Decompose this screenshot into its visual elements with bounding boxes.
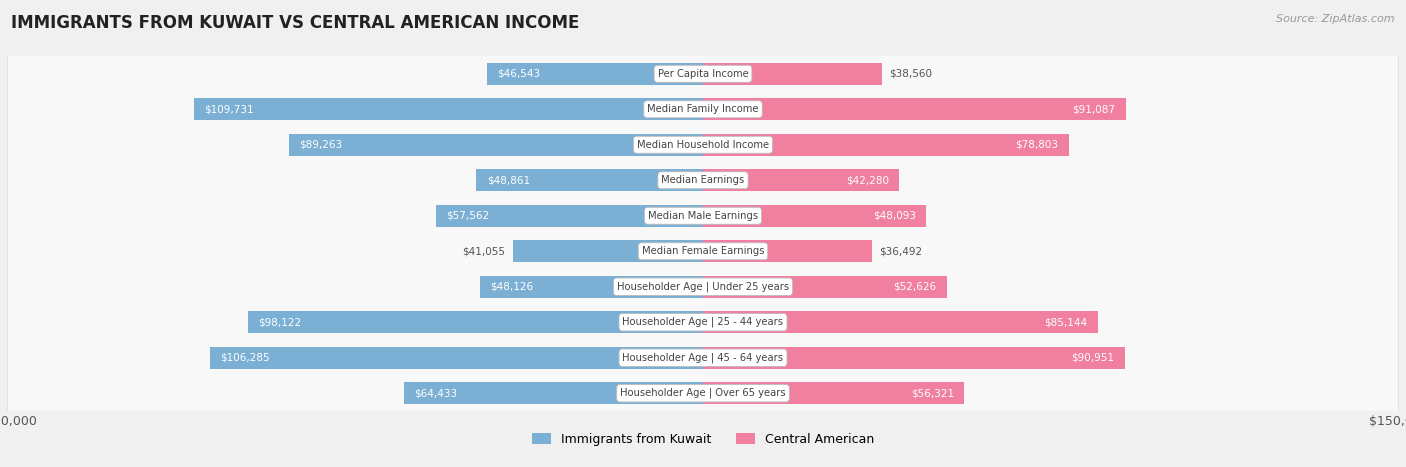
Text: Source: ZipAtlas.com: Source: ZipAtlas.com	[1277, 14, 1395, 24]
Bar	[703, 347, 1125, 369]
Bar	[703, 98, 1126, 120]
Text: $91,087: $91,087	[1073, 104, 1115, 114]
Text: $48,093: $48,093	[873, 211, 915, 221]
Text: $36,492: $36,492	[879, 246, 922, 256]
Bar	[209, 347, 703, 369]
Text: $38,560: $38,560	[889, 69, 932, 79]
FancyBboxPatch shape	[7, 0, 1399, 467]
Text: Median Family Income: Median Family Income	[647, 104, 759, 114]
Bar	[404, 382, 703, 404]
Bar	[703, 382, 965, 404]
Legend: Immigrants from Kuwait, Central American: Immigrants from Kuwait, Central American	[527, 428, 879, 451]
Text: Median Female Earnings: Median Female Earnings	[641, 246, 765, 256]
Bar	[486, 63, 703, 85]
Bar	[194, 98, 703, 120]
FancyBboxPatch shape	[7, 0, 1399, 467]
Text: $46,543: $46,543	[498, 69, 541, 79]
Bar	[513, 240, 703, 262]
Text: Householder Age | 45 - 64 years: Householder Age | 45 - 64 years	[623, 353, 783, 363]
Text: Per Capita Income: Per Capita Income	[658, 69, 748, 79]
Text: $41,055: $41,055	[463, 246, 506, 256]
Text: $78,803: $78,803	[1015, 140, 1059, 150]
FancyBboxPatch shape	[7, 0, 1399, 467]
Bar	[436, 205, 703, 227]
FancyBboxPatch shape	[7, 0, 1399, 467]
Text: Median Male Earnings: Median Male Earnings	[648, 211, 758, 221]
Text: IMMIGRANTS FROM KUWAIT VS CENTRAL AMERICAN INCOME: IMMIGRANTS FROM KUWAIT VS CENTRAL AMERIC…	[11, 14, 579, 32]
Text: $89,263: $89,263	[299, 140, 343, 150]
Text: $64,433: $64,433	[415, 388, 457, 398]
FancyBboxPatch shape	[7, 0, 1399, 467]
Bar	[477, 169, 703, 191]
Bar	[288, 134, 703, 156]
Text: $109,731: $109,731	[204, 104, 254, 114]
Text: Median Earnings: Median Earnings	[661, 175, 745, 185]
Text: $90,951: $90,951	[1071, 353, 1115, 363]
Text: Householder Age | Over 65 years: Householder Age | Over 65 years	[620, 388, 786, 398]
Bar	[703, 169, 900, 191]
Text: $57,562: $57,562	[446, 211, 489, 221]
Text: $85,144: $85,144	[1045, 317, 1088, 327]
Bar	[703, 311, 1098, 333]
Bar	[703, 276, 948, 298]
Bar	[703, 240, 872, 262]
Text: Householder Age | 25 - 44 years: Householder Age | 25 - 44 years	[623, 317, 783, 327]
Text: $106,285: $106,285	[221, 353, 270, 363]
Bar	[479, 276, 703, 298]
Text: $48,126: $48,126	[491, 282, 533, 292]
Bar	[703, 205, 927, 227]
Text: Householder Age | Under 25 years: Householder Age | Under 25 years	[617, 282, 789, 292]
FancyBboxPatch shape	[7, 0, 1399, 467]
Text: $56,321: $56,321	[911, 388, 953, 398]
FancyBboxPatch shape	[7, 0, 1399, 467]
Bar	[703, 134, 1069, 156]
FancyBboxPatch shape	[7, 0, 1399, 467]
FancyBboxPatch shape	[7, 0, 1399, 467]
Text: Median Household Income: Median Household Income	[637, 140, 769, 150]
FancyBboxPatch shape	[7, 0, 1399, 467]
Bar	[247, 311, 703, 333]
Bar	[703, 63, 882, 85]
Text: $52,626: $52,626	[894, 282, 936, 292]
Text: $98,122: $98,122	[259, 317, 301, 327]
Text: $42,280: $42,280	[846, 175, 889, 185]
Text: $48,861: $48,861	[486, 175, 530, 185]
